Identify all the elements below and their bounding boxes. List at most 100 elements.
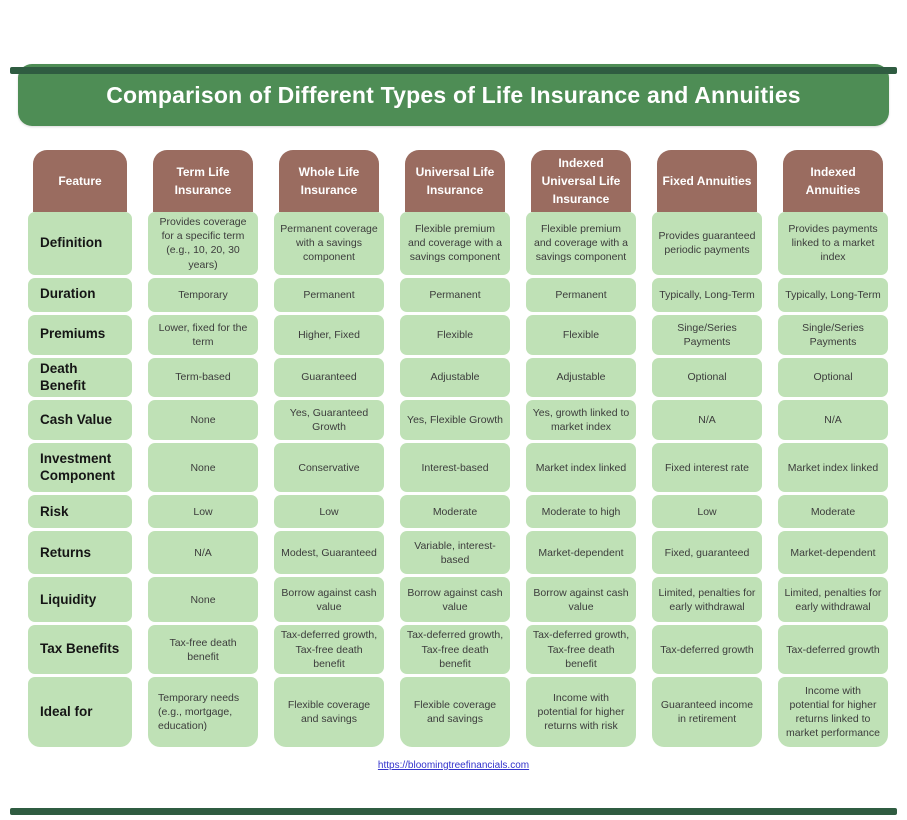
table-row: Risk Low Low Moderate Moderate to high Low Mod… bbox=[28, 495, 888, 529]
table-row: Death Benefit Term-based Guaranteed Adjusta… bbox=[28, 357, 888, 398]
table-cell: Tax-deferred growth bbox=[652, 625, 762, 674]
feature-cell: Cash Value bbox=[28, 400, 132, 441]
feature-cell: Liquidity bbox=[28, 577, 132, 623]
table-cell: Fixed, guaranteed bbox=[652, 531, 762, 575]
table-cell: Market-dependent bbox=[778, 531, 888, 575]
table-cell: Low bbox=[652, 495, 762, 529]
table-cell: Variable, interest-based bbox=[400, 531, 510, 575]
table-row: Premiums Lower, fixed for the term Higher,… bbox=[28, 314, 888, 355]
table-cell: Optional bbox=[778, 357, 888, 398]
table-cell: Borrow against cash value bbox=[274, 577, 384, 623]
table-row: Returns N/A Modest, Guaranteed Variable, in… bbox=[28, 531, 888, 575]
comparison-table: Feature Term Life Insurance Whole Life Ins… bbox=[28, 150, 888, 747]
table-cell: Low bbox=[274, 495, 384, 529]
table-cell: Optional bbox=[652, 357, 762, 398]
table-cell: Limited, penalties for early withdrawal bbox=[778, 577, 888, 623]
table-cell: Flexible coverage and savings bbox=[400, 676, 510, 747]
feature-cell: Death Benefit bbox=[28, 357, 132, 398]
page-title: Comparison of Different Types of Life In… bbox=[106, 81, 801, 108]
title-banner: Comparison of Different Types of Life In… bbox=[18, 64, 889, 126]
feature-cell: Risk bbox=[28, 495, 132, 529]
table-row: Cash Value None Yes, Guaranteed Growth Yes,… bbox=[28, 400, 888, 441]
table-cell: N/A bbox=[778, 400, 888, 441]
table-cell: Adjustable bbox=[526, 357, 636, 398]
table-row: Duration Temporary Permanent Permanent Perma… bbox=[28, 277, 888, 312]
column-header-1: Whole Life Insurance bbox=[279, 150, 379, 212]
table-cell: Yes, Flexible Growth bbox=[400, 400, 510, 441]
table-cell: Market index linked bbox=[778, 443, 888, 493]
table-row: Definition Provides coverage for a specif… bbox=[28, 212, 888, 275]
table-cell: Tax-deferred growth, Tax-free death bene… bbox=[526, 625, 636, 674]
table-cell: Guaranteed income in retirement bbox=[652, 676, 762, 747]
table-cell: Tax-deferred growth, Tax-free death bene… bbox=[400, 625, 510, 674]
table-cell: Adjustable bbox=[400, 357, 510, 398]
table-cell: Guaranteed bbox=[274, 357, 384, 398]
table-cell: Income with potential for higher returns… bbox=[778, 676, 888, 747]
feature-cell: Premiums bbox=[28, 314, 132, 355]
table-cell: Permanent bbox=[526, 277, 636, 312]
column-header-4: Fixed Annuities bbox=[657, 150, 757, 212]
table-row: Liquidity None Borrow against cash value Bo… bbox=[28, 577, 888, 623]
table-cell: Flexible bbox=[400, 314, 510, 355]
table-cell: Yes, Guaranteed Growth bbox=[274, 400, 384, 441]
top-decorative-bar bbox=[10, 67, 897, 74]
bottom-decorative-bar bbox=[10, 808, 897, 815]
column-header-0: Term Life Insurance bbox=[153, 150, 253, 212]
table-cell: Yes, growth linked to market index bbox=[526, 400, 636, 441]
table-cell: Temporary bbox=[148, 277, 258, 312]
table-cell: Permanent bbox=[400, 277, 510, 312]
table-cell: None bbox=[148, 400, 258, 441]
table-cell: Fixed interest rate bbox=[652, 443, 762, 493]
table-cell: Borrow against cash value bbox=[400, 577, 510, 623]
table-cell: None bbox=[148, 443, 258, 493]
table-header-row: Feature Term Life Insurance Whole Life Ins… bbox=[28, 150, 888, 212]
table-cell: Modest, Guaranteed bbox=[274, 531, 384, 575]
table-cell: Term-based bbox=[148, 357, 258, 398]
table-cell: Moderate bbox=[778, 495, 888, 529]
table-cell: Provides payments linked to a market ind… bbox=[778, 212, 888, 275]
table-row: Tax Benefits Tax-free death benefit Tax-de… bbox=[28, 625, 888, 674]
table-row: Investment Component None Conservative Inte… bbox=[28, 443, 888, 493]
table-cell: Single/Series Payments bbox=[778, 314, 888, 355]
table-cell: Provides coverage for a specific term (e… bbox=[148, 212, 258, 275]
table-cell: Flexible coverage and savings bbox=[274, 676, 384, 747]
column-header-3: Indexed Universal Life Insurance bbox=[531, 150, 631, 212]
feature-header: Feature bbox=[33, 150, 127, 212]
footer: https://bloomingtreefinancials.com bbox=[0, 755, 907, 773]
table-cell: Tax-free death benefit bbox=[148, 625, 258, 674]
table-cell: Interest-based bbox=[400, 443, 510, 493]
table-cell: Low bbox=[148, 495, 258, 529]
table-cell: Flexible premium and coverage with a sav… bbox=[526, 212, 636, 275]
table-cell: Moderate bbox=[400, 495, 510, 529]
table-cell: Provides guaranteed periodic payments bbox=[652, 212, 762, 275]
table-cell: Singe/Series Payments bbox=[652, 314, 762, 355]
table-cell: Lower, fixed for the term bbox=[148, 314, 258, 355]
website-link[interactable]: https://bloomingtreefinancials.com bbox=[377, 759, 530, 771]
table-cell: Permanent bbox=[274, 277, 384, 312]
table-cell: Limited, penalties for early withdrawal bbox=[652, 577, 762, 623]
column-header-5: Indexed Annuities bbox=[783, 150, 883, 212]
table-cell: Moderate to high bbox=[526, 495, 636, 529]
table-cell: Permanent coverage with a savings compon… bbox=[274, 212, 384, 275]
table-cell: Typically, Long-Term bbox=[652, 277, 762, 312]
table-cell: Conservative bbox=[274, 443, 384, 493]
table-cell: Higher, Fixed bbox=[274, 314, 384, 355]
table-cell: N/A bbox=[652, 400, 762, 441]
table-cell: Typically, Long-Term bbox=[778, 277, 888, 312]
table-cell: Flexible bbox=[526, 314, 636, 355]
table-cell: None bbox=[148, 577, 258, 623]
feature-cell: Ideal for bbox=[28, 676, 132, 747]
table-body: Definition Provides coverage for a specif… bbox=[28, 212, 888, 747]
feature-cell: Tax Benefits bbox=[28, 625, 132, 674]
table-cell: Borrow against cash value bbox=[526, 577, 636, 623]
feature-cell: Returns bbox=[28, 531, 132, 575]
table-cell: Tax-deferred growth bbox=[778, 625, 888, 674]
feature-cell: Duration bbox=[28, 277, 132, 312]
table-cell: Market index linked bbox=[526, 443, 636, 493]
feature-cell: Investment Component bbox=[28, 443, 132, 493]
feature-cell: Definition bbox=[28, 212, 132, 275]
table-cell: Tax-deferred growth, Tax-free death bene… bbox=[274, 625, 384, 674]
table-cell: N/A bbox=[148, 531, 258, 575]
table-row: Ideal for Temporary needs (e.g., mortgage… bbox=[28, 676, 888, 747]
table-cell: Market-dependent bbox=[526, 531, 636, 575]
